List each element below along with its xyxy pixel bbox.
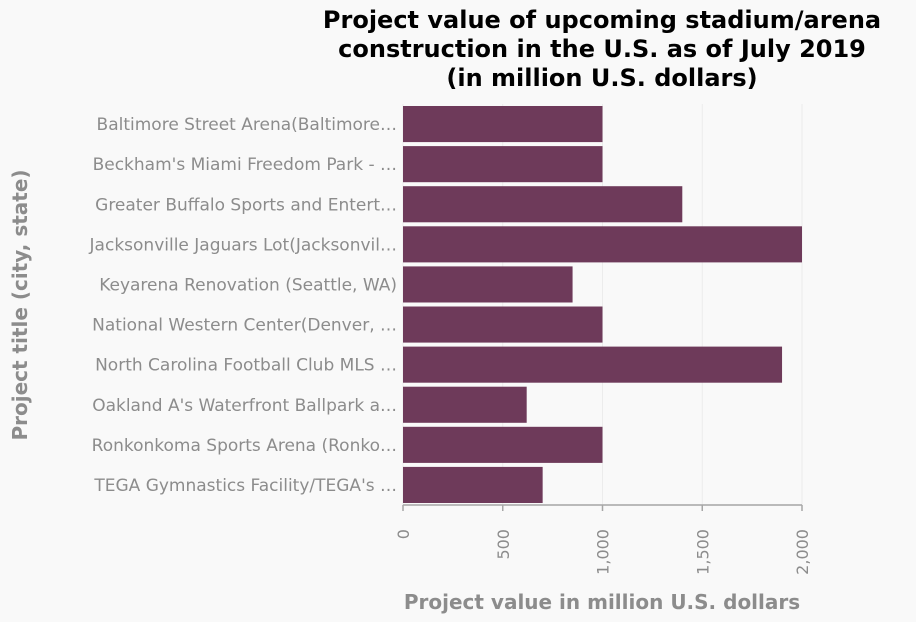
bar: [403, 466, 543, 503]
x-tick-label: 500: [494, 529, 513, 560]
y-axis-label: Project title (city, state): [8, 169, 32, 440]
x-axis-label: Project value in million U.S. dollars: [404, 590, 800, 614]
y-tick-label: National Western Center(Denver, …: [92, 316, 397, 336]
chart-title-line: Project value of upcoming stadium/arena: [322, 6, 882, 34]
x-tick-labels: 0 500 1,000 1,500 2,000: [394, 529, 812, 575]
bar: [403, 386, 527, 423]
y-tick-label: North Carolina Football Club MLS …: [95, 356, 397, 376]
bar-layer: [403, 106, 802, 503]
x-tick-label: 1,500: [693, 529, 712, 575]
bar: [403, 186, 683, 223]
y-tick-label: Greater Buffalo Sports and Entert…: [95, 195, 397, 215]
chart-title: Project value of upcoming stadium/arena …: [290, 6, 914, 93]
x-tick-label: 2,000: [793, 529, 812, 575]
y-tick-label: Ronkonkoma Sports Arena (Ronko…: [92, 436, 397, 456]
bar: [403, 146, 603, 183]
y-tick-label: TEGA Gymnastics Facility/TEGA's …: [93, 476, 397, 496]
bar: [403, 106, 603, 143]
y-tick-label: Beckham's Miami Freedom Park - …: [93, 155, 397, 175]
y-tick-label: Oakland A's Waterfront Ballpark a…: [92, 396, 397, 416]
bar: [403, 266, 573, 303]
chart-title-line: (in million U.S. dollars): [446, 64, 758, 92]
bar: [403, 306, 603, 343]
y-tick-labels: Baltimore Street Arena(Baltimore… Beckham…: [89, 115, 397, 496]
x-tick-label: 0: [394, 529, 413, 539]
bar: [403, 226, 802, 263]
axis-layer: [402, 504, 803, 511]
y-tick-label: Jacksonville Jaguars Lot(Jacksonvil…: [89, 235, 397, 255]
y-tick-label: Baltimore Street Arena(Baltimore…: [97, 115, 397, 135]
chart-title-line: construction in the U.S. as of July 2019: [338, 35, 866, 63]
bar: [403, 346, 783, 383]
x-tick-label: 1,000: [594, 529, 613, 575]
y-tick-label: Keyarena Renovation (Seattle, WA): [99, 275, 397, 295]
bar: [403, 426, 603, 463]
